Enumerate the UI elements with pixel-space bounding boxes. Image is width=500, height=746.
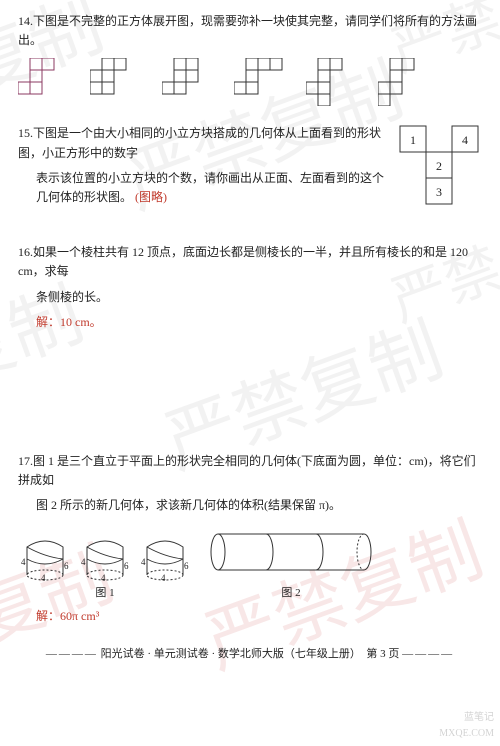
q17-block: 17.图 1 是三个直立于平面上的形状完全相同的几何体(下底面为圆，单位：cm)… <box>18 452 482 626</box>
q15-block: 15.下图是一个由大小相同的小立方块搭成的几何体从上面看到的形状图，小正方形中的… <box>18 124 482 213</box>
q15-cell-4: 4 <box>462 133 468 147</box>
q17-text2: 图 2 所示的新几何体，求该新几何体的体积(结果保留 π)。 <box>18 496 482 515</box>
svg-text:4: 4 <box>161 573 166 583</box>
q16-text2: 条侧棱的长。 <box>18 288 482 307</box>
q14-net-5 <box>378 58 438 106</box>
svg-text:4: 4 <box>81 557 86 567</box>
q17-combined-cyl <box>206 527 376 577</box>
svg-text:4: 4 <box>21 557 26 567</box>
q15-cell-2: 2 <box>436 159 442 173</box>
svg-text:6: 6 <box>184 561 189 571</box>
page-content: 14.下图是不完整的正方体展开图，现需要弥补一块使其完整，请同学们将所有的方法画… <box>0 0 500 664</box>
q17-figures: 4 6 4 4 6 4 <box>18 525 482 603</box>
q14-net-original <box>18 58 78 106</box>
q16-text1: 16.如果一个棱柱共有 12 顶点，底面边长都是侧棱长的一半，并且所有棱长的和是… <box>18 243 482 281</box>
q15-cell-1: 1 <box>410 133 416 147</box>
q14-figures <box>18 58 482 106</box>
q15-text2-main: 表示该位置的小立方块的个数，请你画出从正面、左面看到的这个几何体的形状图。 <box>36 171 384 204</box>
svg-text:6: 6 <box>64 561 69 571</box>
page-footer: ———— 阳光试卷 · 单元测试卷 · 数学北师大版（七年级上册） 第 3 页 … <box>18 646 482 664</box>
q17-answer: 解：60π cm³ <box>18 607 482 626</box>
q17-cyl-3: 4 6 4 <box>138 525 192 583</box>
q17-cyl-1: 4 6 4 <box>18 525 72 583</box>
q16-answer: 解：10 cm。 <box>18 313 482 332</box>
q15-cell-3: 3 <box>436 185 442 199</box>
svg-text:4: 4 <box>141 557 146 567</box>
svg-text:4: 4 <box>41 573 46 583</box>
q17-cyl-2: 4 6 4 <box>78 525 132 583</box>
q14-net-4 <box>306 58 366 106</box>
site-watermark: 蓝笔记 MXQE.COM <box>439 710 494 742</box>
q17-text1: 17.图 1 是三个直立于平面上的形状完全相同的几何体(下底面为圆，单位：cm)… <box>18 452 482 490</box>
q15-note: (图略) <box>135 190 167 204</box>
q17-fig2-group: 图 2 <box>206 527 376 603</box>
q17-fig1-group: 4 6 4 4 6 4 <box>18 525 192 603</box>
site-url: MXQE.COM <box>439 726 494 742</box>
q17-fig1-label: 图 1 <box>18 585 192 603</box>
q14-net-1 <box>90 58 150 106</box>
q15-grid: 1 4 2 3 <box>398 124 482 208</box>
footer-text: 阳光试卷 · 单元测试卷 · 数学北师大版（七年级上册） 第 3 页 <box>101 648 400 660</box>
q15-text2: 表示该位置的小立方块的个数，请你画出从正面、左面看到的这个几何体的形状图。 (图… <box>18 169 386 207</box>
q17-fig2-label: 图 2 <box>206 585 376 603</box>
site-name: 蓝笔记 <box>439 710 494 726</box>
q14-text: 14.下图是不完整的正方体展开图，现需要弥补一块使其完整，请同学们将所有的方法画… <box>18 12 482 50</box>
svg-text:4: 4 <box>101 573 106 583</box>
svg-text:6: 6 <box>124 561 129 571</box>
q16-block: 16.如果一个棱柱共有 12 顶点，底面边长都是侧棱长的一半，并且所有棱长的和是… <box>18 243 482 332</box>
q15-text1: 15.下图是一个由大小相同的小立方块搭成的几何体从上面看到的形状图，小正方形中的… <box>18 124 386 162</box>
q14-net-3 <box>234 58 294 106</box>
q14-net-2 <box>162 58 222 106</box>
